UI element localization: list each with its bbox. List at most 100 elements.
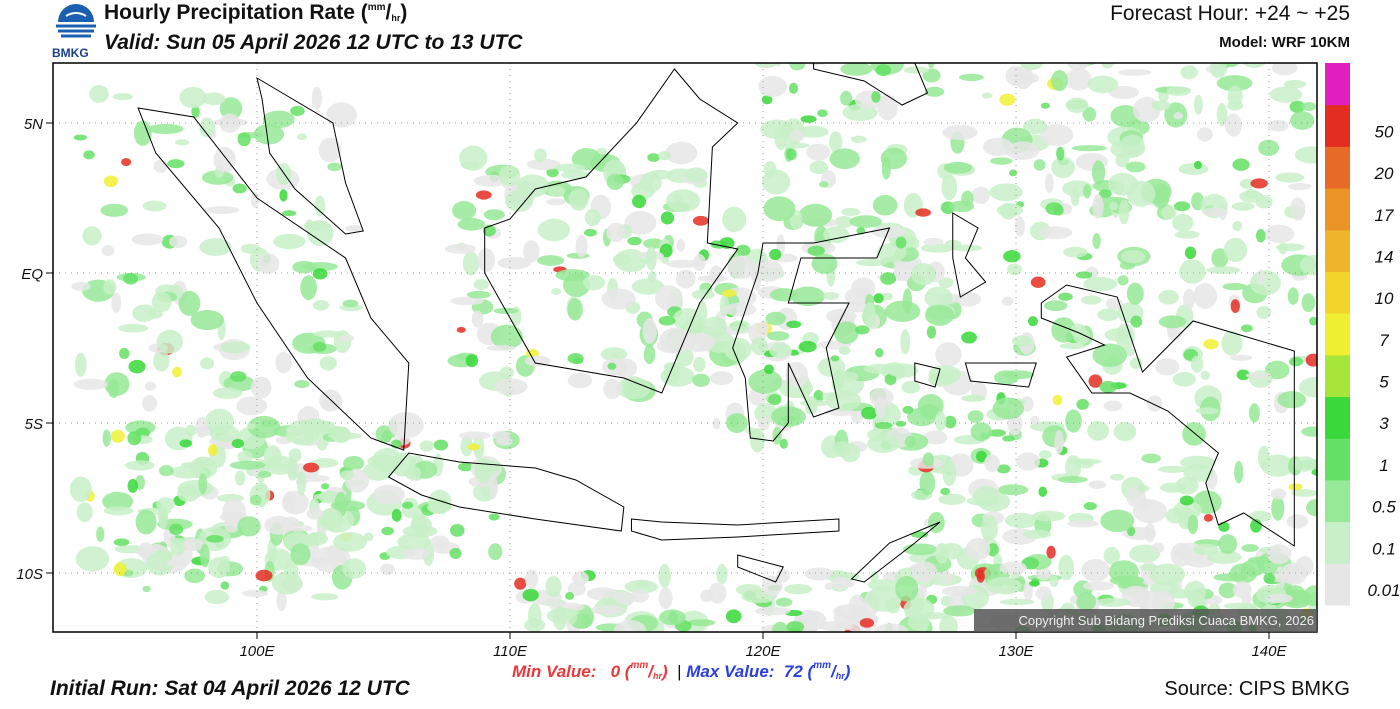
rain-cell [659,243,673,258]
rain-cell [804,567,834,581]
rain-cell [264,515,294,535]
rain-cell [489,474,498,500]
rain-cell [379,563,395,575]
rain-cell [306,532,329,546]
rain-cell [76,502,93,523]
rain-cell [725,609,742,624]
rain-cell [1097,308,1120,321]
rain-cell [220,581,230,590]
rain-cell [1002,435,1015,442]
forecast-hour: Forecast Hour: +24 ~ +25 [1110,2,1350,25]
rain-cell [1115,153,1130,168]
rain-cell [758,320,769,335]
rain-cell [121,158,132,167]
unit: ( [807,662,814,681]
rain-cell [1195,407,1219,415]
rain-cell [1146,395,1163,412]
rain-cell [942,461,957,487]
rain-cell [444,243,477,254]
lon-label: 130E [998,643,1034,660]
rain-cell [1180,65,1198,80]
rain-cell [765,311,786,326]
rain-cell [798,203,833,227]
rain-cell [567,372,593,389]
rain-cell [840,63,873,76]
rain-cell [735,244,751,257]
rain-cell [388,412,424,439]
rain-cell [786,621,805,632]
rain-cell [1270,488,1287,500]
rain-cell [1136,484,1150,493]
rain-cell [177,480,214,497]
rain-cell [1193,94,1203,115]
rain-cell [849,215,883,228]
rain-cell [290,543,311,566]
rain-cell [1182,288,1196,310]
rain-cell [457,217,486,231]
rain-cell [490,324,523,350]
rain-cell [290,105,305,116]
rain-cell [567,582,586,596]
rain-cell [204,589,230,605]
rain-cell [179,86,207,109]
valid-time: Valid: Sun 05 April 2026 12 UTC to 13 UT… [104,31,523,54]
rain-cell [231,438,245,449]
rain-cell [1023,31,1058,42]
rain-cell [545,575,562,598]
rain-cell [1039,124,1074,146]
rain-cell [1265,593,1293,604]
rain-cell [565,591,575,600]
lon-label: 110E [493,643,528,660]
rain-cell [924,86,945,97]
rain-cell [1087,75,1119,94]
rain-cell [790,130,805,142]
coastline [737,554,784,583]
rain-cell [1114,181,1125,196]
rain-cell [199,117,216,138]
rain-cell [1022,118,1048,135]
rain-cell [405,465,422,481]
rain-cell [101,245,115,257]
rain-cell [800,115,817,123]
rain-cell [1218,521,1230,532]
rain-cell [313,341,327,352]
rain-cell [902,543,938,556]
rain-cell [1230,299,1240,314]
rain-cell [1076,592,1097,611]
rain-cell [1004,513,1039,529]
rain-cell [1120,250,1146,264]
rain-cell [1082,26,1105,51]
rain-cell [257,470,272,478]
rain-cell [488,513,500,521]
rain-cell [762,169,791,195]
rain-cell [862,302,876,328]
rain-cell [402,501,414,509]
rain-cell [526,158,561,171]
rain-cell [976,569,985,583]
rain-cell [312,268,328,280]
rain-cell [943,161,973,174]
rain-cell [475,190,492,200]
rain-cell [1275,172,1305,183]
rain-cell [914,34,931,43]
rain-cell [658,315,676,326]
rain-cell [419,440,434,452]
rain-cell [430,535,449,548]
rain-cell [818,181,829,188]
rain-cell [286,458,299,481]
rain-cell [1035,567,1052,581]
rain-cell [1301,426,1317,437]
unit: mm [367,2,386,13]
rain-cell [153,350,170,372]
rain-cell [1196,43,1209,52]
rain-cell [938,493,966,505]
rain-cell [684,315,705,337]
rain-cell [473,278,489,290]
rain-cell [1216,102,1228,127]
rain-cell [179,439,193,448]
rain-cell [1172,371,1197,387]
map-frame [52,62,1318,633]
rain-cell [606,222,626,243]
max-value: 72 [783,662,803,681]
rain-cell [973,485,1000,507]
